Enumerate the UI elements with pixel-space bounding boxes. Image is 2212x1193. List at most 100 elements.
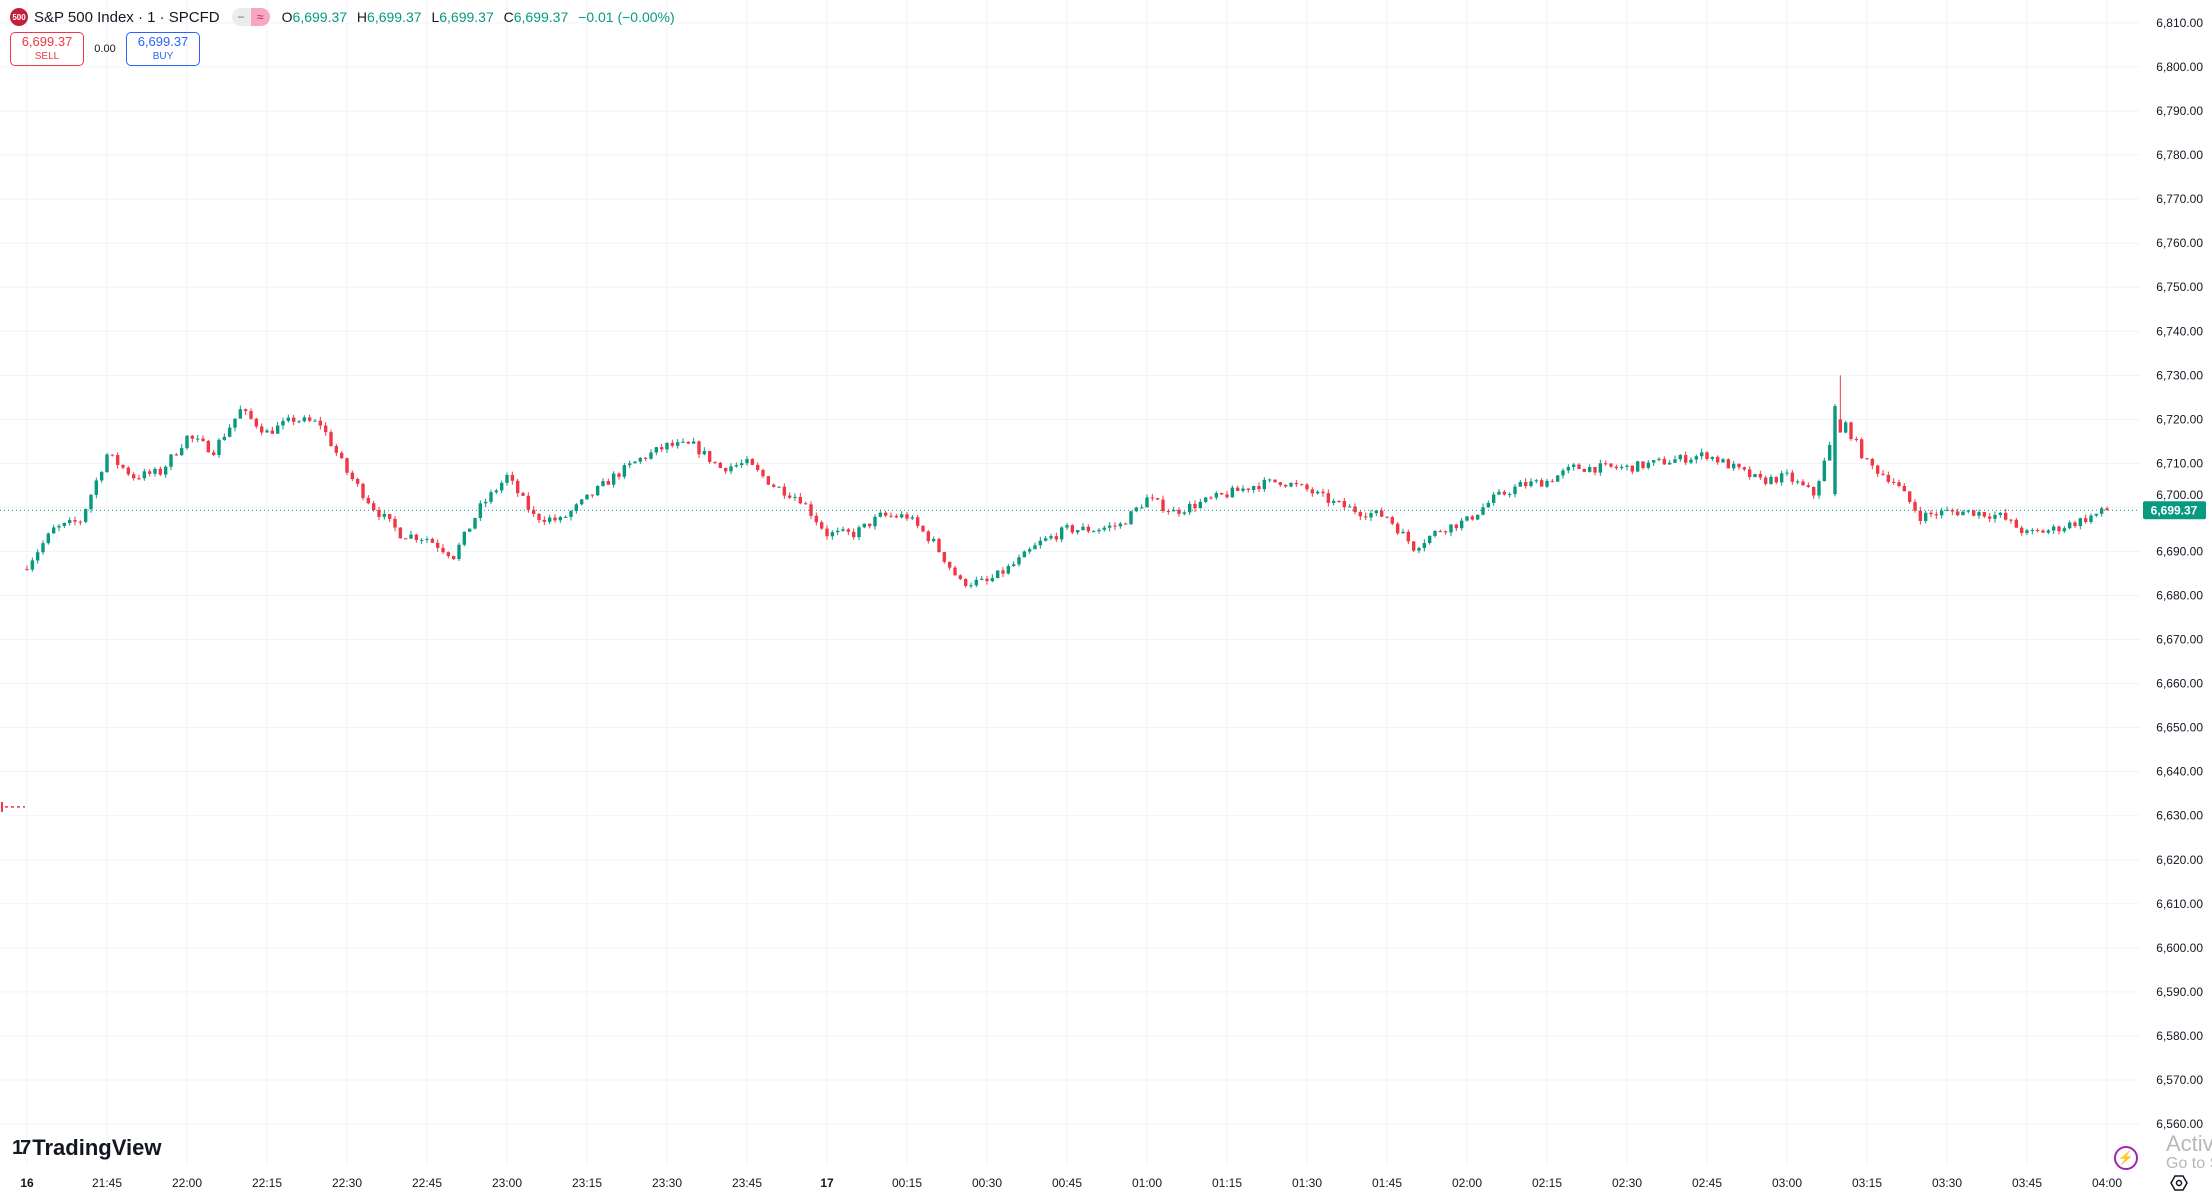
candle: [1950, 508, 1955, 516]
tradingview-logo[interactable]: 17 TradingView: [12, 1135, 161, 1161]
symbol-logo: 500: [10, 8, 28, 26]
candle-body: [1193, 503, 1197, 509]
candle-body: [1790, 472, 1795, 482]
candle-body: [1326, 493, 1331, 503]
candle: [1161, 495, 1165, 513]
close-value: 6,699.37: [513, 9, 569, 25]
candle-body: [579, 499, 584, 505]
sell-label: SELL: [34, 51, 60, 62]
candle: [1267, 478, 1272, 483]
candle-body: [963, 579, 968, 586]
candle-body: [889, 515, 893, 517]
high-key: H: [356, 9, 368, 25]
candle: [1934, 511, 1939, 520]
candle: [713, 461, 717, 465]
candle-body: [355, 479, 360, 484]
candle-body: [1038, 540, 1043, 546]
candle: [1139, 504, 1144, 509]
candle: [542, 516, 547, 526]
candle: [1059, 526, 1064, 543]
candle: [1507, 492, 1512, 498]
candle-body: [958, 575, 963, 580]
candle: [1625, 464, 1629, 471]
price-tick-label: 6,720.00: [2156, 412, 2203, 426]
candle: [2073, 520, 2077, 529]
candle: [73, 516, 77, 526]
candle-body: [1134, 507, 1139, 512]
candle-body: [1246, 488, 1251, 490]
time-tick-label: 22:15: [252, 1176, 282, 1190]
candle: [905, 511, 909, 521]
price-tick-label: 6,750.00: [2156, 280, 2203, 294]
candle: [846, 528, 851, 536]
buy-button[interactable]: 6,699.37 BUY: [126, 32, 200, 66]
candle-body: [787, 495, 792, 498]
candle-body: [1203, 497, 1208, 502]
candle: [531, 506, 536, 518]
candle: [1955, 508, 1960, 517]
candle: [1465, 516, 1469, 522]
candle-body: [1379, 510, 1384, 517]
candle: [1235, 485, 1240, 491]
candle-body: [1182, 512, 1187, 514]
candle-body: [1278, 482, 1283, 485]
candle: [94, 477, 99, 499]
candle: [1977, 509, 1981, 520]
open-key: O: [281, 9, 293, 25]
candle-body: [1443, 531, 1448, 533]
candles: [25, 375, 2109, 589]
sell-button[interactable]: 6,699.37 SELL: [10, 32, 84, 66]
candle: [1795, 479, 1800, 485]
candle: [1385, 516, 1389, 519]
lightning-icon[interactable]: ⚡: [2114, 1146, 2138, 1170]
symbol-title[interactable]: S&P 500 Index · 1 · SPCFD: [34, 8, 220, 26]
candle-body: [1177, 509, 1181, 514]
candle-body: [2067, 522, 2072, 529]
candle: [1598, 459, 1603, 476]
candle-body: [1289, 483, 1293, 487]
candle: [686, 441, 691, 445]
time-tick-label: 22:30: [332, 1176, 362, 1190]
price-axis[interactable]: 6,810.00 6,800.00 6,790.00 6,780.00 6,770.00…: [2156, 16, 2203, 1131]
candle-body: [195, 438, 200, 440]
time-axis[interactable]: 16 21:45 22:00 22:15 22:30 22:45 23:00 23:15 23:…: [20, 1176, 2122, 1190]
candle-body: [563, 516, 568, 518]
candle-body: [425, 539, 429, 541]
candle-body: [1006, 566, 1011, 574]
time-tick-label: 03:00: [1772, 1176, 1802, 1190]
candle-body: [1486, 502, 1491, 508]
candle-body: [1593, 467, 1597, 473]
candle-body: [1945, 509, 1949, 511]
candle: [835, 527, 840, 536]
candle: [1929, 510, 1933, 518]
settings-icon[interactable]: [2170, 1174, 2188, 1192]
candle-body: [729, 466, 733, 472]
watermark-line2: Go to S: [2166, 1155, 2212, 1172]
candle: [777, 486, 781, 488]
candle-body: [414, 534, 419, 541]
candle-body: [1406, 531, 1411, 542]
candle-body: [62, 522, 67, 526]
candle: [873, 514, 877, 530]
candle: [969, 582, 973, 589]
candle-body: [473, 517, 477, 529]
candle-body: [1262, 479, 1267, 490]
candle: [569, 510, 573, 521]
status-pill[interactable]: − ≈: [231, 8, 270, 26]
candle-body: [1961, 511, 1965, 516]
candle-body: [654, 447, 659, 453]
candle: [595, 485, 600, 497]
candle: [201, 435, 205, 443]
time-tick-label: 01:45: [1372, 1176, 1402, 1190]
candle: [307, 414, 312, 423]
candle: [291, 414, 296, 426]
candle: [2046, 528, 2051, 535]
candle-body: [1054, 536, 1059, 540]
candle: [1347, 504, 1352, 508]
candle-body: [2030, 530, 2035, 532]
candle-body: [1502, 491, 1507, 495]
candle-body: [766, 476, 771, 485]
last-price-badge: [2143, 501, 2206, 520]
candle-body: [121, 464, 125, 468]
